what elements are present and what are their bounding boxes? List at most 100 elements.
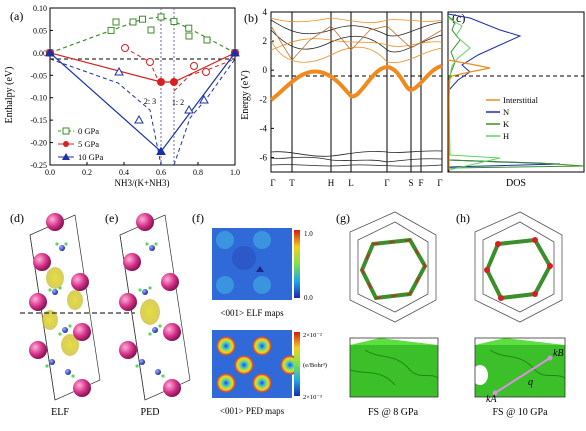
a-xtick-label: 0.4 [119,168,129,177]
upper-bands [270,17,443,64]
b-ytick-label: 2 [263,36,268,46]
series-point [156,146,166,156]
fs-slab-h [472,337,566,398]
panel-d: (d) [10,211,135,418]
series-point [170,17,178,25]
deep-bands [270,150,443,167]
panel-c: (c) DOS Interstitial N K H [447,11,585,189]
open-markers [112,18,211,124]
marker-triangle [134,114,144,124]
elf-map-spots [216,231,271,294]
elf-scale-min: 0.0 [304,294,313,302]
fermi-surface-g [359,237,428,301]
nesting-vector [492,355,553,396]
dos-h [447,17,501,171]
b-kpoint-label: S [408,178,413,188]
panel-a-ylabel: Enthalpy (eV) [4,67,15,124]
a-xtick-label: 0.8 [193,168,203,177]
a-xtick-label: 0.6 [156,168,166,177]
panel-a-label: (a) [10,9,23,23]
series-line [49,52,236,83]
panel-c-frame [447,11,585,173]
blue-dashed-guide-2 [173,58,236,166]
panel-e-caption: PED [141,407,160,418]
h-atoms-d [45,242,75,378]
k-atoms-d [29,213,91,397]
panel-a-series [45,13,240,156]
panel-a-xlabel: NH3/(K+NH3) [114,178,169,188]
elf-caption: <001> ELF maps [220,308,284,318]
dos-interstitial [447,59,491,170]
panel-a-xticks: 0.0 0.2 0.4 0.6 0.8 1.0 [45,162,240,177]
panel-g-label: (g) [336,211,350,225]
panel-f: (f) 1.0 0.0 <001> ELF maps 2×10⁻² (e/Boh… [192,211,327,416]
a-ytick-label: -0.20 [30,139,47,148]
panel-c-xlabel: DOS [506,178,526,189]
panel-h-label: (h) [456,211,470,225]
b-kpoint-label: Γ [437,178,442,188]
h-atoms-e [135,242,165,378]
dos-k [447,15,585,169]
a-xtick-label: 0.0 [45,168,55,177]
b-kpoint-label: F [418,178,423,188]
panel-b-label: (b) [244,11,258,25]
marker-circle [190,62,198,70]
annotation-1-2: 1: 2 [172,98,184,107]
series-point [139,15,146,23]
brillouin-zone-h [474,211,563,323]
legend-n: N [503,107,509,117]
elf-colorbar [294,230,300,298]
panel-d-caption: ELF [51,407,69,418]
panel-f-label: (f) [192,211,204,225]
brillouin-zone-g [349,211,437,323]
panel-h-caption: FS @ 10 GPa [492,407,548,418]
ped-map-spots [216,336,300,393]
legend-10gpa: 10 GPa [78,152,103,162]
elf-lobes [42,267,83,356]
panel-e-label: (e) [105,211,118,225]
legend-interstitial: Interstitial [503,95,539,105]
ped-scale-min: 2×10⁻³ [303,394,322,401]
red-dashed-guide-2 [173,58,236,92]
marker-square [203,36,211,44]
panel-e: (e) PED [105,211,191,418]
a-xtick-label: 1.0 [230,168,240,177]
b-ytick-label: 4 [263,7,268,17]
marker-circle [121,44,129,52]
b-ytick-label: -6 [260,152,268,162]
blue-dashed-guide [49,58,162,166]
marker-circle [202,68,210,76]
dos-n [447,13,561,172]
annotation-2-3: 2: 3 [144,97,156,106]
panel-g-caption: FS @ 8 GPa [368,407,419,418]
vector-kb: kB [553,348,564,359]
marker-triangle [184,104,194,114]
a-ytick-label: -0.10 [30,94,47,103]
b-kpoint-label: H [328,178,335,188]
series-point [157,13,165,21]
ped-lobe [140,299,160,325]
n-atoms-d [49,245,71,375]
ped-colorbar [294,332,300,396]
legend-5gpa: 5 GPa [78,139,99,149]
series-point [230,47,240,57]
panel-a-frame [49,7,236,166]
panel-c-label: (c) [452,11,465,25]
a-ytick-label: 0.10 [33,4,47,13]
marker-square [147,26,155,34]
panel-a-legend: 0 GPa 5 GPa 10 GPa [58,126,103,162]
series-point [107,26,115,34]
a-ytick-label: 0.00 [33,49,47,58]
marker-triangle [199,94,209,104]
b-ytick-label: -4 [260,123,268,133]
panel-b-yticks: 4 2 0 -2 -4 -6 [260,7,274,162]
b-kpoint-label: Γ [270,178,275,188]
series-point [157,78,165,87]
panel-c-legend: Interstitial N K H [486,95,539,141]
b-kpoint-label: T [289,178,295,188]
panel-d-label: (d) [10,211,24,225]
ped-unit: (e/Bohr³) [303,362,327,369]
